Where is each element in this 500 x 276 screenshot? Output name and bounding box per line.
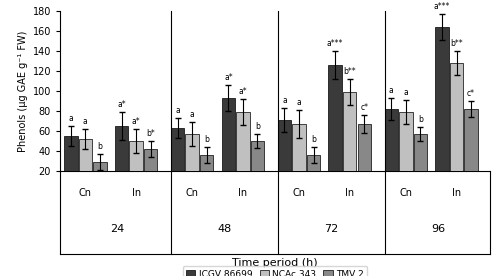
- Text: 48: 48: [217, 224, 232, 234]
- Text: a*: a*: [117, 100, 126, 109]
- Text: b*: b*: [146, 129, 155, 138]
- Text: b: b: [418, 115, 423, 124]
- Text: 24: 24: [110, 224, 124, 234]
- Y-axis label: Phenols (µg GAE g⁻¹ FW): Phenols (µg GAE g⁻¹ FW): [18, 30, 28, 152]
- Text: b**: b**: [450, 39, 463, 48]
- Text: b**: b**: [344, 67, 356, 76]
- Bar: [64, 136, 78, 171]
- Bar: [307, 155, 320, 171]
- Text: a: a: [175, 106, 180, 115]
- Text: In: In: [132, 188, 140, 198]
- Bar: [358, 124, 371, 171]
- Bar: [171, 128, 184, 171]
- Text: Time period (h): Time period (h): [232, 258, 318, 268]
- Bar: [450, 63, 464, 171]
- Text: In: In: [345, 188, 354, 198]
- Text: b: b: [311, 135, 316, 144]
- Text: In: In: [452, 188, 461, 198]
- Bar: [414, 134, 427, 171]
- Text: a: a: [68, 114, 73, 123]
- Bar: [278, 120, 291, 171]
- Text: Cn: Cn: [79, 188, 92, 198]
- Text: a*: a*: [238, 87, 247, 96]
- Text: b: b: [255, 122, 260, 131]
- Bar: [200, 155, 213, 171]
- Legend: ICGV 86699, NCAc 343, TMV 2: ICGV 86699, NCAc 343, TMV 2: [182, 266, 368, 276]
- Text: Cn: Cn: [400, 188, 412, 198]
- Bar: [78, 139, 92, 171]
- Text: Cn: Cn: [186, 188, 198, 198]
- Text: a: a: [83, 117, 87, 126]
- Text: 72: 72: [324, 224, 338, 234]
- Text: 96: 96: [431, 224, 445, 234]
- Bar: [399, 112, 412, 171]
- Bar: [292, 124, 306, 171]
- Text: a*: a*: [132, 117, 140, 126]
- Text: a***: a***: [434, 2, 450, 11]
- Text: c*: c*: [467, 89, 475, 98]
- Bar: [93, 162, 106, 171]
- Bar: [186, 134, 199, 171]
- Text: b: b: [98, 142, 102, 151]
- Text: Cn: Cn: [292, 188, 306, 198]
- Bar: [250, 141, 264, 171]
- Text: a: a: [282, 96, 287, 105]
- Text: In: In: [238, 188, 248, 198]
- Bar: [328, 65, 342, 171]
- Bar: [236, 112, 250, 171]
- Bar: [144, 149, 158, 171]
- Text: a: a: [296, 98, 302, 107]
- Bar: [222, 98, 235, 171]
- Bar: [115, 126, 128, 171]
- Text: a***: a***: [327, 39, 344, 48]
- Bar: [343, 92, 356, 171]
- Bar: [464, 109, 478, 171]
- Bar: [130, 141, 143, 171]
- Bar: [435, 27, 448, 171]
- Text: a*: a*: [224, 73, 232, 82]
- Text: b: b: [204, 135, 209, 144]
- Text: a: a: [389, 86, 394, 95]
- Text: c*: c*: [360, 103, 368, 112]
- Text: a: a: [404, 88, 408, 97]
- Text: a: a: [190, 110, 194, 119]
- Bar: [384, 109, 398, 171]
